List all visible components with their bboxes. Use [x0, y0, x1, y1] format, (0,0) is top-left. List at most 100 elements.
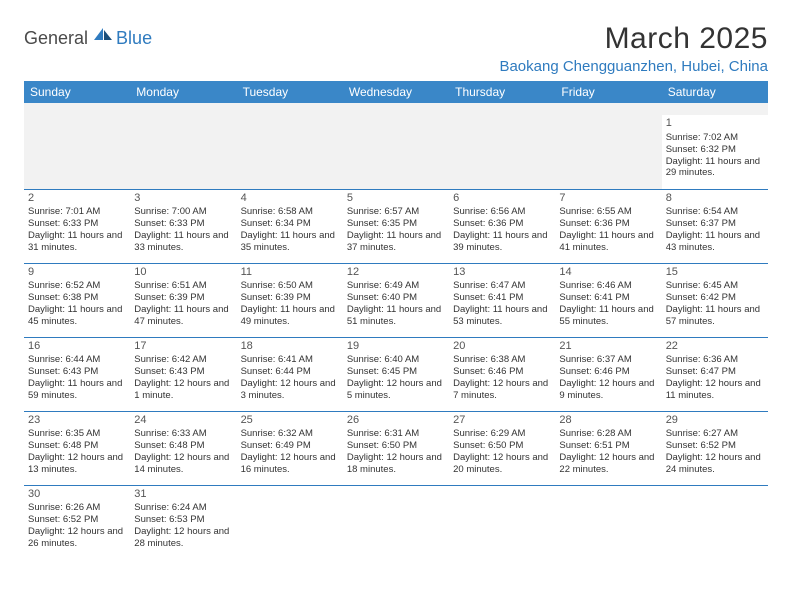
- sunset-line: Sunset: 6:50 PM: [347, 440, 445, 452]
- empty-day: [662, 485, 768, 559]
- spacer-row: [24, 103, 768, 115]
- sunset-line: Sunset: 6:36 PM: [453, 218, 551, 230]
- sunset-line: Sunset: 6:34 PM: [241, 218, 339, 230]
- sunrise-line: Sunrise: 7:00 AM: [134, 206, 232, 218]
- spacer-cell: [130, 103, 236, 115]
- calendar-week: 30Sunrise: 6:26 AMSunset: 6:52 PMDayligh…: [24, 485, 768, 559]
- sunset-line: Sunset: 6:42 PM: [666, 292, 764, 304]
- day-number: 14: [559, 266, 657, 280]
- logo: General Blue: [24, 28, 152, 49]
- daylight-line: Daylight: 11 hours and 53 minutes.: [453, 304, 551, 328]
- calendar-day: 30Sunrise: 6:26 AMSunset: 6:52 PMDayligh…: [24, 485, 130, 559]
- sunrise-line: Sunrise: 6:24 AM: [134, 502, 232, 514]
- daylight-line: Daylight: 12 hours and 7 minutes.: [453, 378, 551, 402]
- sunset-line: Sunset: 6:43 PM: [28, 366, 126, 378]
- daylight-line: Daylight: 11 hours and 43 minutes.: [666, 230, 764, 254]
- day-number: 20: [453, 340, 551, 354]
- spacer-cell: [343, 103, 449, 115]
- daylight-line: Daylight: 11 hours and 59 minutes.: [28, 378, 126, 402]
- day-number: 25: [241, 414, 339, 428]
- day-header: Wednesday: [343, 81, 449, 103]
- spacer-cell: [237, 103, 343, 115]
- calendar-day: 15Sunrise: 6:45 AMSunset: 6:42 PMDayligh…: [662, 263, 768, 337]
- calendar-week: 16Sunrise: 6:44 AMSunset: 6:43 PMDayligh…: [24, 337, 768, 411]
- sunrise-line: Sunrise: 6:47 AM: [453, 280, 551, 292]
- daylight-line: Daylight: 11 hours and 57 minutes.: [666, 304, 764, 328]
- calendar-day: 27Sunrise: 6:29 AMSunset: 6:50 PMDayligh…: [449, 411, 555, 485]
- sunset-line: Sunset: 6:35 PM: [347, 218, 445, 230]
- calendar-header-row: SundayMondayTuesdayWednesdayThursdayFrid…: [24, 81, 768, 103]
- calendar-week: 23Sunrise: 6:35 AMSunset: 6:48 PMDayligh…: [24, 411, 768, 485]
- sunrise-line: Sunrise: 6:29 AM: [453, 428, 551, 440]
- day-number: 9: [28, 266, 126, 280]
- sunset-line: Sunset: 6:52 PM: [666, 440, 764, 452]
- calendar-day: 24Sunrise: 6:33 AMSunset: 6:48 PMDayligh…: [130, 411, 236, 485]
- sunset-line: Sunset: 6:44 PM: [241, 366, 339, 378]
- day-header: Sunday: [24, 81, 130, 103]
- daylight-line: Daylight: 12 hours and 16 minutes.: [241, 452, 339, 476]
- day-number: 2: [28, 192, 126, 206]
- day-number: 15: [666, 266, 764, 280]
- month-title: March 2025: [499, 22, 768, 56]
- sunset-line: Sunset: 6:38 PM: [28, 292, 126, 304]
- calendar-day: 21Sunrise: 6:37 AMSunset: 6:46 PMDayligh…: [555, 337, 661, 411]
- sunset-line: Sunset: 6:32 PM: [666, 144, 764, 156]
- sunset-line: Sunset: 6:53 PM: [134, 514, 232, 526]
- day-number: 11: [241, 266, 339, 280]
- daylight-line: Daylight: 12 hours and 3 minutes.: [241, 378, 339, 402]
- empty-day: [237, 115, 343, 189]
- sunrise-line: Sunrise: 6:50 AM: [241, 280, 339, 292]
- day-number: 7: [559, 192, 657, 206]
- day-number: 13: [453, 266, 551, 280]
- sunrise-line: Sunrise: 6:31 AM: [347, 428, 445, 440]
- header: General Blue March 2025 Baokang Chenggua…: [24, 22, 768, 75]
- sunrise-line: Sunrise: 6:41 AM: [241, 354, 339, 366]
- spacer-cell: [449, 103, 555, 115]
- daylight-line: Daylight: 12 hours and 28 minutes.: [134, 526, 232, 550]
- sunset-line: Sunset: 6:41 PM: [453, 292, 551, 304]
- sunset-line: Sunset: 6:39 PM: [134, 292, 232, 304]
- calendar-day: 6Sunrise: 6:56 AMSunset: 6:36 PMDaylight…: [449, 189, 555, 263]
- day-number: 26: [347, 414, 445, 428]
- daylight-line: Daylight: 11 hours and 37 minutes.: [347, 230, 445, 254]
- sunset-line: Sunset: 6:52 PM: [28, 514, 126, 526]
- daylight-line: Daylight: 12 hours and 20 minutes.: [453, 452, 551, 476]
- daylight-line: Daylight: 12 hours and 26 minutes.: [28, 526, 126, 550]
- day-number: 18: [241, 340, 339, 354]
- sunrise-line: Sunrise: 6:44 AM: [28, 354, 126, 366]
- calendar-day: 29Sunrise: 6:27 AMSunset: 6:52 PMDayligh…: [662, 411, 768, 485]
- empty-day: [555, 485, 661, 559]
- sunset-line: Sunset: 6:48 PM: [134, 440, 232, 452]
- sunset-line: Sunset: 6:45 PM: [347, 366, 445, 378]
- daylight-line: Daylight: 11 hours and 55 minutes.: [559, 304, 657, 328]
- day-number: 21: [559, 340, 657, 354]
- daylight-line: Daylight: 12 hours and 5 minutes.: [347, 378, 445, 402]
- calendar-day: 2Sunrise: 7:01 AMSunset: 6:33 PMDaylight…: [24, 189, 130, 263]
- sunrise-line: Sunrise: 6:26 AM: [28, 502, 126, 514]
- sunrise-line: Sunrise: 6:27 AM: [666, 428, 764, 440]
- day-header: Monday: [130, 81, 236, 103]
- calendar-day: 22Sunrise: 6:36 AMSunset: 6:47 PMDayligh…: [662, 337, 768, 411]
- spacer-cell: [662, 103, 768, 115]
- day-number: 24: [134, 414, 232, 428]
- calendar-day: 11Sunrise: 6:50 AMSunset: 6:39 PMDayligh…: [237, 263, 343, 337]
- sunrise-line: Sunrise: 6:28 AM: [559, 428, 657, 440]
- spacer-cell: [555, 103, 661, 115]
- daylight-line: Daylight: 12 hours and 1 minute.: [134, 378, 232, 402]
- daylight-line: Daylight: 11 hours and 33 minutes.: [134, 230, 232, 254]
- day-number: 28: [559, 414, 657, 428]
- sunset-line: Sunset: 6:33 PM: [134, 218, 232, 230]
- day-number: 3: [134, 192, 232, 206]
- sunrise-line: Sunrise: 6:51 AM: [134, 280, 232, 292]
- spacer-cell: [24, 103, 130, 115]
- sunrise-line: Sunrise: 6:37 AM: [559, 354, 657, 366]
- day-number: 10: [134, 266, 232, 280]
- sunrise-line: Sunrise: 6:33 AM: [134, 428, 232, 440]
- sunset-line: Sunset: 6:48 PM: [28, 440, 126, 452]
- day-number: 17: [134, 340, 232, 354]
- sunset-line: Sunset: 6:41 PM: [559, 292, 657, 304]
- calendar-week: 9Sunrise: 6:52 AMSunset: 6:38 PMDaylight…: [24, 263, 768, 337]
- sunrise-line: Sunrise: 6:49 AM: [347, 280, 445, 292]
- calendar-day: 12Sunrise: 6:49 AMSunset: 6:40 PMDayligh…: [343, 263, 449, 337]
- empty-day: [130, 115, 236, 189]
